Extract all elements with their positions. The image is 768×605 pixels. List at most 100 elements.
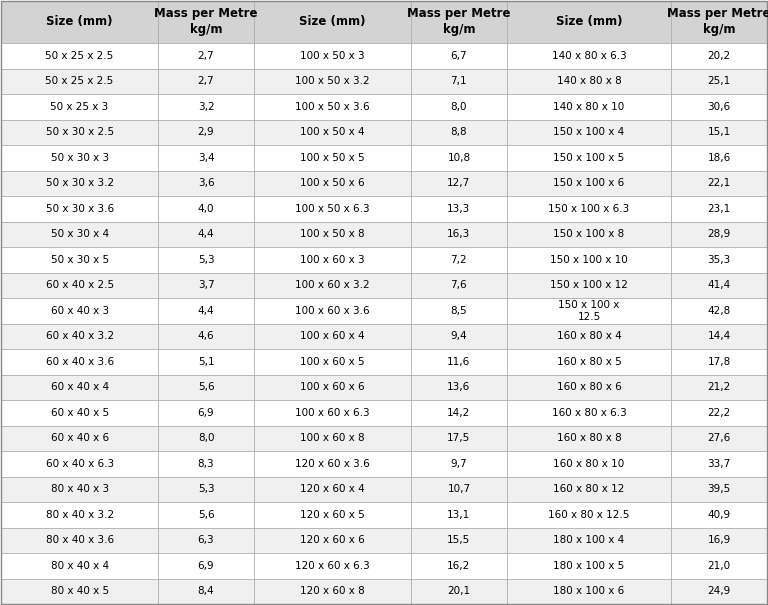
Bar: [671, 120, 767, 145]
Text: 4,6: 4,6: [197, 332, 214, 341]
Text: 8,8: 8,8: [451, 127, 467, 137]
Text: 100 x 50 x 8: 100 x 50 x 8: [300, 229, 365, 239]
Bar: [254, 298, 411, 324]
Text: 16,2: 16,2: [447, 561, 471, 571]
Text: 2,9: 2,9: [197, 127, 214, 137]
Text: 140 x 80 x 10: 140 x 80 x 10: [554, 102, 624, 112]
Text: 27,6: 27,6: [707, 433, 731, 443]
Bar: [507, 578, 671, 604]
Bar: [158, 451, 254, 477]
Bar: [1, 221, 158, 247]
Bar: [254, 1, 411, 43]
Bar: [671, 94, 767, 120]
Text: 100 x 50 x 3: 100 x 50 x 3: [300, 51, 365, 60]
Text: 50 x 30 x 5: 50 x 30 x 5: [51, 255, 109, 265]
Text: 150 x 100 x 6: 150 x 100 x 6: [554, 178, 624, 188]
Bar: [254, 349, 411, 374]
Bar: [411, 451, 507, 477]
Bar: [1, 272, 158, 298]
Text: 50 x 30 x 3.2: 50 x 30 x 3.2: [45, 178, 114, 188]
Text: 20,2: 20,2: [707, 51, 731, 60]
Text: 180 x 100 x 4: 180 x 100 x 4: [554, 535, 624, 545]
Text: Size (mm): Size (mm): [300, 16, 366, 28]
Text: 60 x 40 x 5: 60 x 40 x 5: [51, 408, 109, 417]
Text: 150 x 100 x 6.3: 150 x 100 x 6.3: [548, 204, 630, 214]
Text: 40,9: 40,9: [707, 510, 731, 520]
Text: 14,4: 14,4: [707, 332, 731, 341]
Text: 120 x 60 x 8: 120 x 60 x 8: [300, 586, 365, 597]
Text: 17,5: 17,5: [447, 433, 471, 443]
Text: 100 x 60 x 6.3: 100 x 60 x 6.3: [295, 408, 369, 417]
Text: 42,8: 42,8: [707, 306, 731, 316]
Text: 100 x 50 x 6.3: 100 x 50 x 6.3: [295, 204, 369, 214]
Bar: [507, 120, 671, 145]
Bar: [671, 528, 767, 553]
Text: 100 x 50 x 3.6: 100 x 50 x 3.6: [295, 102, 369, 112]
Text: 60 x 40 x 4: 60 x 40 x 4: [51, 382, 109, 392]
Text: 100 x 50 x 5: 100 x 50 x 5: [300, 152, 365, 163]
Bar: [158, 425, 254, 451]
Text: 120 x 60 x 4: 120 x 60 x 4: [300, 484, 365, 494]
Text: 5,1: 5,1: [197, 357, 214, 367]
Bar: [1, 43, 158, 68]
Text: 10,7: 10,7: [447, 484, 471, 494]
Bar: [507, 1, 671, 43]
Text: 100 x 60 x 3.2: 100 x 60 x 3.2: [295, 280, 369, 290]
Text: 14,2: 14,2: [447, 408, 471, 417]
Text: 80 x 40 x 5: 80 x 40 x 5: [51, 586, 109, 597]
Text: 13,6: 13,6: [447, 382, 471, 392]
Text: 60 x 40 x 2.5: 60 x 40 x 2.5: [45, 280, 114, 290]
Text: 120 x 60 x 5: 120 x 60 x 5: [300, 510, 365, 520]
Text: 21,2: 21,2: [707, 382, 731, 392]
Bar: [507, 425, 671, 451]
Bar: [671, 1, 767, 43]
Text: 4,4: 4,4: [197, 229, 214, 239]
Bar: [1, 349, 158, 374]
Text: 160 x 80 x 6.3: 160 x 80 x 6.3: [551, 408, 627, 417]
Text: 2,7: 2,7: [197, 51, 214, 60]
Text: 140 x 80 x 6.3: 140 x 80 x 6.3: [551, 51, 627, 60]
Text: 6,3: 6,3: [197, 535, 214, 545]
Bar: [411, 43, 507, 68]
Bar: [254, 196, 411, 221]
Bar: [1, 324, 158, 349]
Text: 6,9: 6,9: [197, 408, 214, 417]
Bar: [158, 171, 254, 196]
Text: 7,2: 7,2: [451, 255, 467, 265]
Text: 16,3: 16,3: [447, 229, 471, 239]
Text: 8,0: 8,0: [198, 433, 214, 443]
Text: 120 x 60 x 3.6: 120 x 60 x 3.6: [295, 459, 370, 469]
Text: 160 x 80 x 12: 160 x 80 x 12: [554, 484, 624, 494]
Bar: [1, 553, 158, 578]
Bar: [671, 374, 767, 400]
Bar: [1, 247, 158, 272]
Text: 50 x 30 x 3.6: 50 x 30 x 3.6: [45, 204, 114, 214]
Bar: [507, 324, 671, 349]
Bar: [671, 247, 767, 272]
Text: 100 x 60 x 4: 100 x 60 x 4: [300, 332, 365, 341]
Bar: [1, 120, 158, 145]
Bar: [507, 247, 671, 272]
Text: 60 x 40 x 3: 60 x 40 x 3: [51, 306, 109, 316]
Text: 50 x 25 x 2.5: 50 x 25 x 2.5: [45, 51, 114, 60]
Bar: [254, 145, 411, 171]
Bar: [254, 94, 411, 120]
Bar: [158, 324, 254, 349]
Bar: [1, 400, 158, 425]
Bar: [158, 528, 254, 553]
Bar: [671, 68, 767, 94]
Text: 50 x 30 x 2.5: 50 x 30 x 2.5: [45, 127, 114, 137]
Text: 8,0: 8,0: [451, 102, 467, 112]
Bar: [507, 145, 671, 171]
Bar: [158, 221, 254, 247]
Bar: [671, 477, 767, 502]
Text: 100 x 60 x 6: 100 x 60 x 6: [300, 382, 365, 392]
Bar: [507, 502, 671, 528]
Bar: [254, 528, 411, 553]
Text: 33,7: 33,7: [707, 459, 731, 469]
Bar: [507, 171, 671, 196]
Text: 22,2: 22,2: [707, 408, 731, 417]
Text: Mass per Metre
kg/m: Mass per Metre kg/m: [407, 7, 511, 36]
Bar: [411, 1, 507, 43]
Bar: [1, 477, 158, 502]
